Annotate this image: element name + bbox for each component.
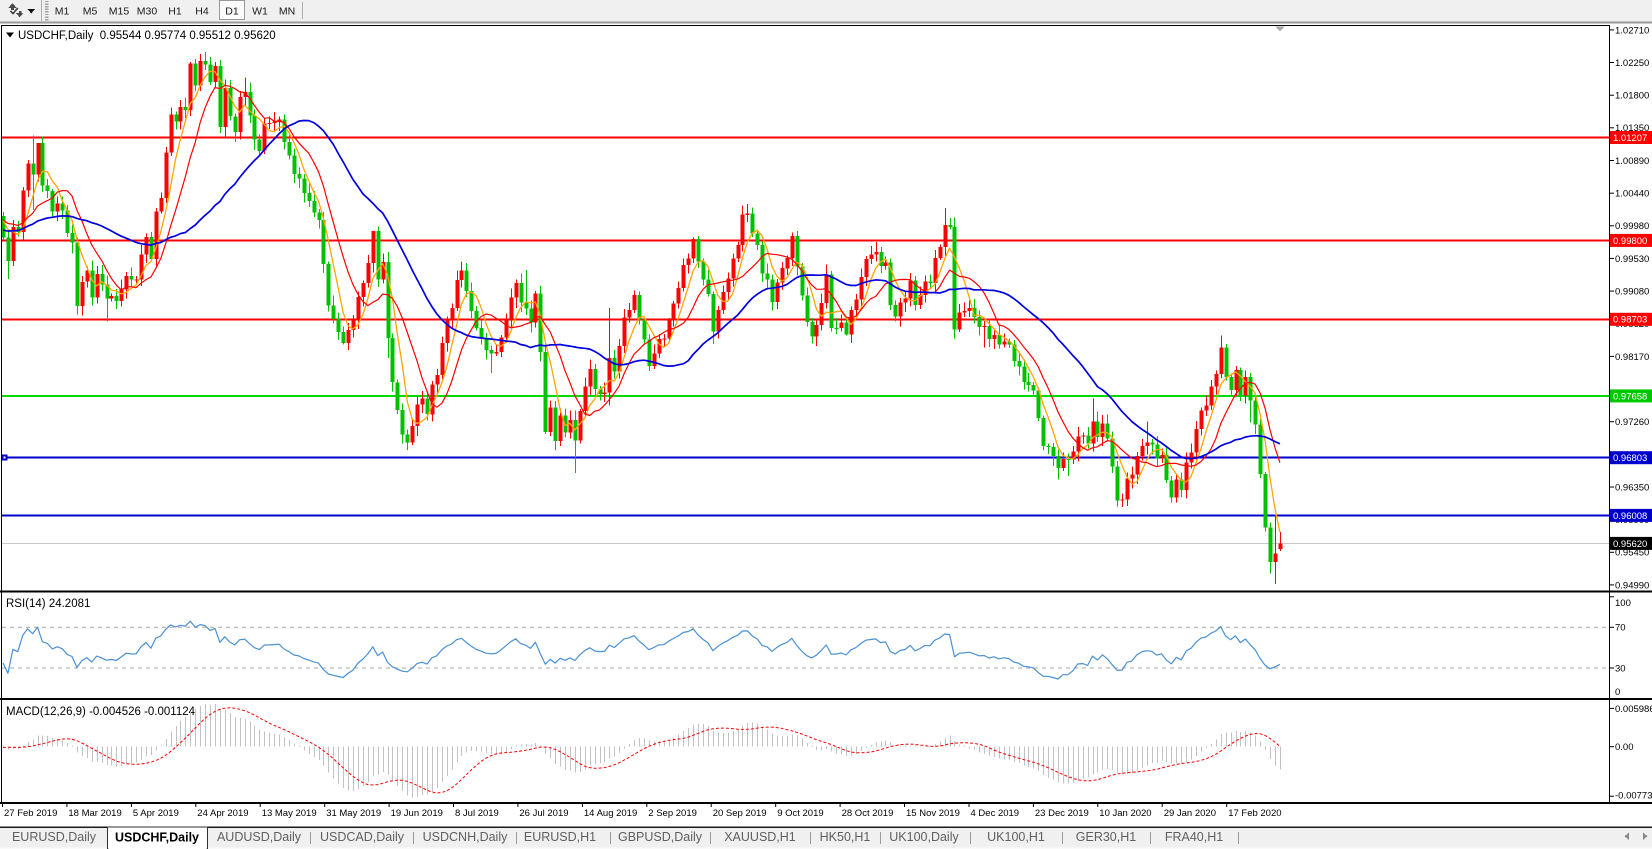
svg-text:FRA40,H1: FRA40,H1 — [1165, 830, 1223, 844]
svg-text:AUDUSD,Daily: AUDUSD,Daily — [217, 830, 302, 844]
svg-text:0.99530: 0.99530 — [1615, 254, 1649, 265]
svg-text:15 Nov 2019: 15 Nov 2019 — [906, 808, 960, 819]
svg-text:18 Mar 2019: 18 Mar 2019 — [68, 808, 121, 819]
svg-text:0.99800: 0.99800 — [1613, 236, 1647, 247]
svg-text:4 Dec 2019: 4 Dec 2019 — [971, 808, 1020, 819]
svg-text:0.99080: 0.99080 — [1615, 287, 1649, 298]
svg-text:MN: MN — [279, 6, 295, 18]
svg-text:20 Sep 2019: 20 Sep 2019 — [713, 808, 767, 819]
svg-text:2 Sep 2019: 2 Sep 2019 — [648, 808, 697, 819]
svg-text:14 Aug 2019: 14 Aug 2019 — [584, 808, 637, 819]
svg-text:USDCNH,Daily: USDCNH,Daily — [423, 830, 508, 844]
svg-text:1.02710: 1.02710 — [1615, 25, 1649, 36]
svg-text:H1: H1 — [168, 6, 182, 18]
svg-text:0.96008: 0.96008 — [1613, 511, 1647, 522]
svg-text:10 Jan 2020: 10 Jan 2020 — [1099, 808, 1151, 819]
svg-text:UK100,H1: UK100,H1 — [987, 830, 1045, 844]
svg-text:70: 70 — [1615, 623, 1626, 634]
svg-text:MACD(12,26,9) -0.004526 -0.001: MACD(12,26,9) -0.004526 -0.001124 — [6, 706, 196, 718]
svg-text:1.00440: 1.00440 — [1615, 189, 1649, 200]
svg-text:GER30,H1: GER30,H1 — [1076, 830, 1136, 844]
svg-text:M30: M30 — [137, 6, 158, 18]
svg-text:13 May 2019: 13 May 2019 — [262, 808, 317, 819]
svg-text:9 Oct 2019: 9 Oct 2019 — [777, 808, 823, 819]
svg-text:M1: M1 — [55, 6, 70, 18]
svg-text:M5: M5 — [83, 6, 98, 18]
svg-text:30: 30 — [1615, 663, 1626, 674]
svg-text:USDCHF,Daily: USDCHF,Daily — [115, 831, 199, 845]
svg-text:0.96803: 0.96803 — [1613, 453, 1647, 464]
svg-text:0.98170: 0.98170 — [1615, 352, 1649, 363]
svg-text:0.00: 0.00 — [1615, 742, 1634, 753]
svg-text:0: 0 — [1615, 687, 1620, 698]
svg-text:M15: M15 — [109, 6, 130, 18]
svg-text:100: 100 — [1615, 598, 1631, 609]
svg-text:0.98703: 0.98703 — [1613, 315, 1647, 326]
svg-text:26 Jul 2019: 26 Jul 2019 — [519, 808, 568, 819]
svg-text:5 Apr 2019: 5 Apr 2019 — [133, 808, 179, 819]
svg-text:EURUSD,Daily: EURUSD,Daily — [12, 830, 97, 844]
svg-text:0.97658: 0.97658 — [1613, 391, 1647, 402]
svg-text:XAUUSD,H1: XAUUSD,H1 — [724, 830, 796, 844]
svg-text:0.005986: 0.005986 — [1615, 704, 1652, 715]
svg-text:0.97260: 0.97260 — [1615, 417, 1649, 428]
svg-text:H4: H4 — [195, 6, 209, 18]
svg-text:24 Apr 2019: 24 Apr 2019 — [197, 808, 248, 819]
svg-text:GBPUSD,Daily: GBPUSD,Daily — [618, 830, 703, 844]
svg-text:1.01800: 1.01800 — [1615, 91, 1649, 102]
svg-text:RSI(14) 24.2081: RSI(14) 24.2081 — [6, 598, 90, 610]
svg-text:W1: W1 — [252, 6, 268, 18]
svg-text:27 Feb 2019: 27 Feb 2019 — [4, 808, 57, 819]
svg-text:31 May 2019: 31 May 2019 — [326, 808, 381, 819]
svg-text:0.95450: 0.95450 — [1615, 548, 1649, 559]
svg-text:28 Oct 2019: 28 Oct 2019 — [842, 808, 894, 819]
svg-text:1.01350: 1.01350 — [1615, 123, 1649, 134]
svg-text:1.00890: 1.00890 — [1615, 156, 1649, 167]
svg-text:29 Jan 2020: 29 Jan 2020 — [1164, 808, 1216, 819]
svg-text:19 Jun 2019: 19 Jun 2019 — [391, 808, 443, 819]
svg-text:-0.007737: -0.007737 — [1615, 790, 1652, 801]
svg-text:8 Jul 2019: 8 Jul 2019 — [455, 808, 499, 819]
svg-text:1.01207: 1.01207 — [1613, 133, 1647, 144]
svg-text:UK100,Daily: UK100,Daily — [889, 830, 959, 844]
svg-text:USDCHF,Daily 0.95544 0.95774: USDCHF,Daily 0.95544 0.95774 0.95512 0.9… — [18, 30, 276, 42]
svg-text:23 Dec 2019: 23 Dec 2019 — [1035, 808, 1089, 819]
svg-text:EURUSD,H1: EURUSD,H1 — [524, 830, 596, 844]
svg-text:17 Feb 2020: 17 Feb 2020 — [1228, 808, 1281, 819]
svg-text:1.02250: 1.02250 — [1615, 58, 1649, 69]
svg-text:USDCAD,Daily: USDCAD,Daily — [320, 830, 405, 844]
svg-text:HK50,H1: HK50,H1 — [820, 830, 871, 844]
svg-text:0.99980: 0.99980 — [1615, 221, 1649, 232]
svg-text:0.94990: 0.94990 — [1615, 580, 1649, 591]
svg-text:0.95620: 0.95620 — [1613, 539, 1647, 550]
svg-text:0.96350: 0.96350 — [1615, 482, 1649, 493]
svg-text:D1: D1 — [225, 6, 239, 18]
